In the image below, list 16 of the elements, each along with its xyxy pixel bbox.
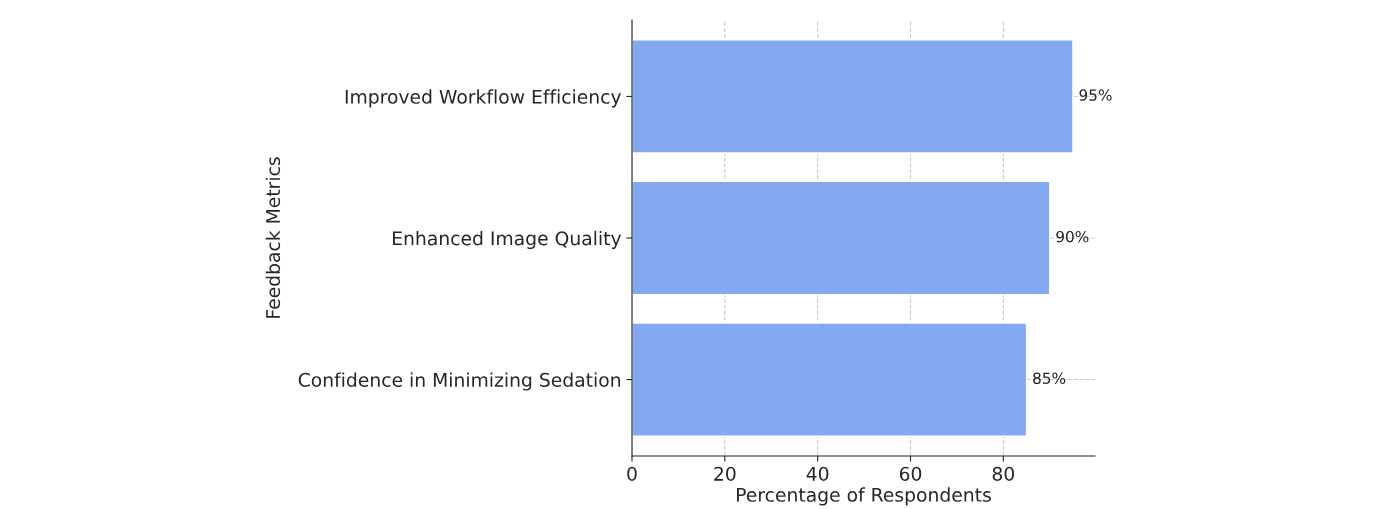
y-axis-title: Feedback Metrics xyxy=(265,157,281,318)
bar xyxy=(632,39,1074,154)
data-label: 90% xyxy=(1056,230,1089,243)
x-tick-label: 40 xyxy=(806,466,829,481)
x-tick-label: 0 xyxy=(627,466,637,481)
y-tick-label: Enhanced Image Quality xyxy=(393,230,622,250)
y-tick-label: Improved Workflow Efficiency xyxy=(345,89,622,108)
y-tick-label: Confidence in Minimizing Sedation xyxy=(298,372,620,391)
data-label: 85% xyxy=(1033,372,1066,384)
bar xyxy=(632,180,1051,296)
x-tick-label: 20 xyxy=(714,466,736,481)
bar xyxy=(632,322,1028,437)
x-tick-label: 60 xyxy=(899,466,922,481)
x-tick-label: 80 xyxy=(992,466,1015,481)
data-label: 95% xyxy=(1079,89,1112,101)
x-axis-title: Percentage of Respondents xyxy=(737,487,991,506)
